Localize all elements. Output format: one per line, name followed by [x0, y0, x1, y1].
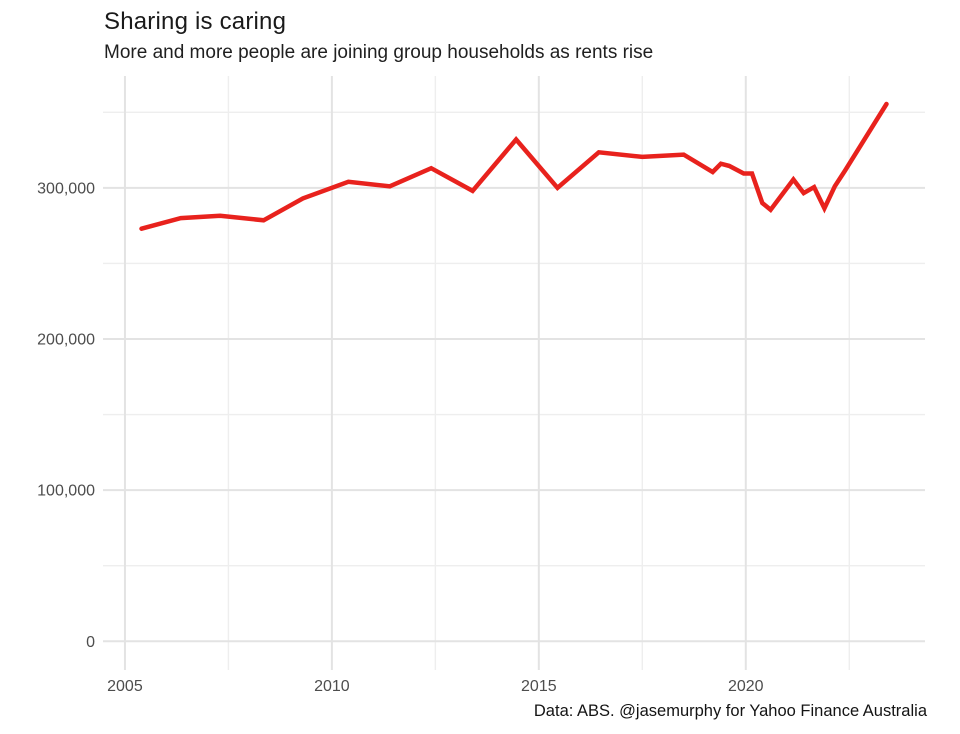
- y-axis-tick-label: 200,000: [37, 331, 95, 348]
- chart-subtitle: More and more people are joining group h…: [104, 42, 654, 63]
- chart-caption: Data: ABS. @jasemurphy for Yahoo Finance…: [533, 702, 927, 720]
- data-series-line: [139, 101, 889, 231]
- x-axis-tick-label: 2020: [728, 678, 764, 695]
- y-axis-tick-label: 300,000: [37, 180, 95, 197]
- x-axis-tick-label: 2015: [521, 678, 557, 695]
- x-axis-tick-label: 2005: [107, 678, 143, 695]
- x-axis-tick-label: 2010: [314, 678, 350, 695]
- y-axis-tick-label: 100,000: [37, 483, 95, 500]
- chart-title: Sharing is caring: [104, 8, 287, 35]
- y-axis-tick-label: 0: [86, 634, 95, 651]
